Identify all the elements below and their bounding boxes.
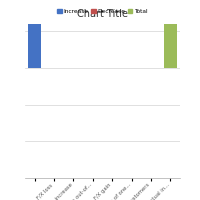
Legend: Increase, Decrease, Total: Increase, Decrease, Total bbox=[55, 7, 150, 17]
Title: Chart Title: Chart Title bbox=[77, 9, 128, 19]
Bar bbox=[28, 0, 41, 68]
Bar bbox=[164, 0, 177, 68]
